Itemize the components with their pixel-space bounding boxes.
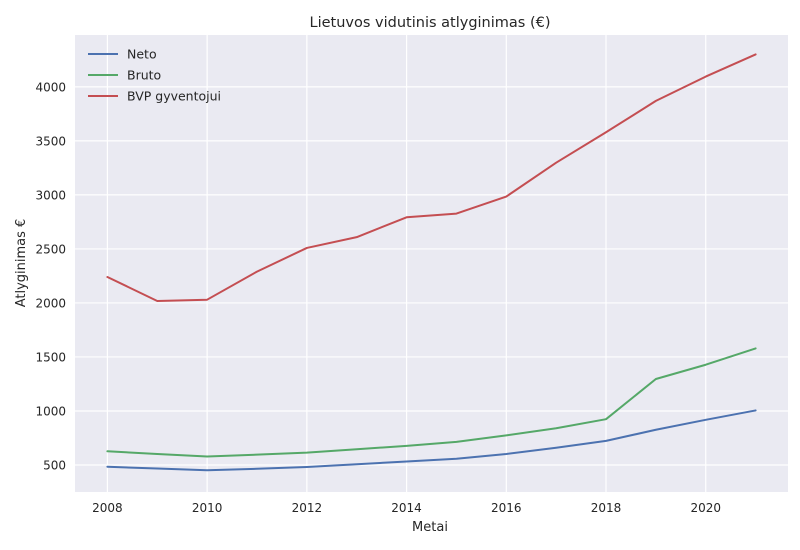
x-tick-label: 2012 [292, 501, 323, 515]
y-tick-label: 3500 [35, 134, 66, 148]
grid-lines [75, 35, 788, 492]
x-tick-label: 2016 [491, 501, 522, 515]
y-tick-label: 3000 [35, 188, 66, 202]
legend-label: Neto [127, 47, 157, 62]
y-tick-label: 1500 [35, 350, 66, 364]
y-axis-title: Atlyginimas € [14, 219, 29, 308]
y-tick-label: 4000 [35, 80, 66, 94]
x-tick-label: 2008 [92, 501, 123, 515]
y-tick-labels: 500 1000 1500 2000 2500 3000 3500 4000 [35, 80, 66, 472]
plot-area [75, 35, 788, 492]
x-axis-title: Metai [412, 520, 448, 535]
legend: Neto Bruto BVP gyventojui [88, 47, 221, 104]
y-tick-label: 1000 [35, 404, 66, 418]
x-tick-label: 2018 [591, 501, 622, 515]
y-tick-label: 500 [43, 458, 66, 472]
series-line-neto [106, 409, 757, 472]
legend-label: BVP gyventojui [127, 89, 221, 104]
legend-label: Bruto [127, 68, 161, 83]
y-tick-label: 2500 [35, 242, 66, 256]
series-line-bvp-gyventojui [106, 53, 757, 302]
x-tick-labels: 2008 2010 2012 2014 2016 2018 2020 [92, 501, 721, 515]
y-tick-label: 2000 [35, 296, 66, 310]
series-line-bruto [106, 347, 757, 458]
x-tick-label: 2020 [690, 501, 721, 515]
x-tick-label: 2010 [192, 501, 223, 515]
x-tick-label: 2014 [391, 501, 422, 515]
chart-title: Lietuvos vidutinis atlyginimas (€) [310, 15, 551, 31]
series-lines [106, 53, 757, 472]
